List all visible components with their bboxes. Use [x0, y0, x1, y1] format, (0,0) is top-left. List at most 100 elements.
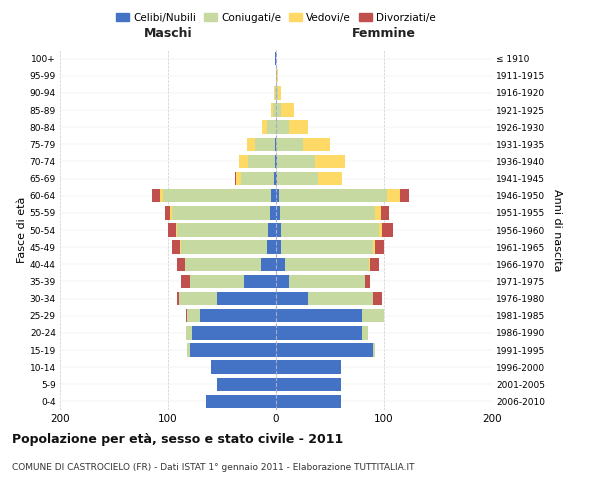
Bar [276, 378, 341, 391]
Bar [400, 189, 409, 202]
Bar [275, 52, 276, 66]
Bar [269, 206, 276, 220]
Bar [281, 104, 295, 117]
Bar [179, 292, 217, 306]
Bar [181, 240, 268, 254]
Bar [387, 189, 400, 202]
Bar [200, 309, 276, 322]
Bar [280, 206, 376, 220]
Bar [176, 224, 268, 236]
Bar [236, 172, 241, 186]
Bar [370, 258, 379, 271]
Bar [187, 309, 200, 322]
Bar [379, 224, 382, 236]
Bar [276, 360, 341, 374]
Bar [185, 258, 261, 271]
Text: Femmine: Femmine [352, 26, 416, 40]
Bar [176, 292, 179, 306]
Bar [261, 258, 276, 271]
Bar [248, 154, 275, 168]
Bar [190, 344, 276, 356]
Bar [315, 154, 345, 168]
Bar [168, 224, 176, 236]
Bar [181, 274, 190, 288]
Bar [276, 309, 362, 322]
Bar [308, 292, 373, 306]
Bar [276, 86, 278, 100]
Bar [192, 326, 276, 340]
Bar [170, 206, 172, 220]
Text: Maschi: Maschi [143, 26, 193, 40]
Bar [276, 104, 281, 117]
Bar [176, 258, 185, 271]
Bar [187, 326, 192, 340]
Bar [271, 189, 276, 202]
Text: COMUNE DI CASTROCIELO (FR) - Dati ISTAT 1° gennaio 2011 - Elaborazione TUTTITALI: COMUNE DI CASTROCIELO (FR) - Dati ISTAT … [12, 463, 415, 472]
Bar [275, 154, 276, 168]
Bar [247, 138, 256, 151]
Bar [190, 274, 244, 288]
Bar [152, 189, 160, 202]
Bar [239, 154, 248, 168]
Bar [277, 154, 315, 168]
Bar [276, 326, 362, 340]
Text: Popolazione per età, sesso e stato civile - 2011: Popolazione per età, sesso e stato civil… [12, 432, 343, 446]
Bar [187, 344, 190, 356]
Bar [165, 206, 170, 220]
Y-axis label: Anni di nascita: Anni di nascita [552, 188, 562, 271]
Bar [277, 69, 278, 82]
Bar [163, 189, 271, 202]
Bar [275, 138, 276, 151]
Bar [274, 86, 275, 100]
Bar [276, 394, 341, 408]
Bar [271, 104, 273, 117]
Bar [262, 120, 268, 134]
Bar [276, 138, 303, 151]
Bar [268, 240, 276, 254]
Bar [275, 86, 276, 100]
Bar [244, 274, 276, 288]
Bar [172, 206, 269, 220]
Bar [289, 120, 308, 134]
Bar [278, 86, 281, 100]
Bar [381, 206, 389, 220]
Bar [276, 189, 279, 202]
Bar [318, 172, 342, 186]
Bar [276, 69, 277, 82]
Bar [281, 224, 379, 236]
Bar [277, 172, 318, 186]
Bar [217, 292, 276, 306]
Bar [217, 378, 276, 391]
Bar [369, 258, 370, 271]
Bar [276, 224, 281, 236]
Bar [382, 224, 392, 236]
Bar [276, 172, 277, 186]
Bar [373, 344, 376, 356]
Bar [268, 120, 276, 134]
Bar [256, 138, 275, 151]
Bar [376, 206, 381, 220]
Bar [362, 326, 368, 340]
Bar [160, 189, 163, 202]
Bar [373, 240, 376, 254]
Bar [241, 172, 274, 186]
Bar [362, 309, 384, 322]
Bar [268, 224, 276, 236]
Bar [373, 292, 382, 306]
Bar [284, 258, 369, 271]
Bar [376, 240, 384, 254]
Bar [276, 274, 289, 288]
Bar [276, 344, 373, 356]
Bar [211, 360, 276, 374]
Bar [276, 258, 284, 271]
Bar [279, 189, 387, 202]
Bar [281, 240, 373, 254]
Bar [235, 172, 236, 186]
Bar [276, 154, 277, 168]
Bar [172, 240, 180, 254]
Bar [365, 274, 370, 288]
Bar [276, 206, 280, 220]
Bar [276, 292, 308, 306]
Bar [274, 172, 276, 186]
Bar [180, 240, 181, 254]
